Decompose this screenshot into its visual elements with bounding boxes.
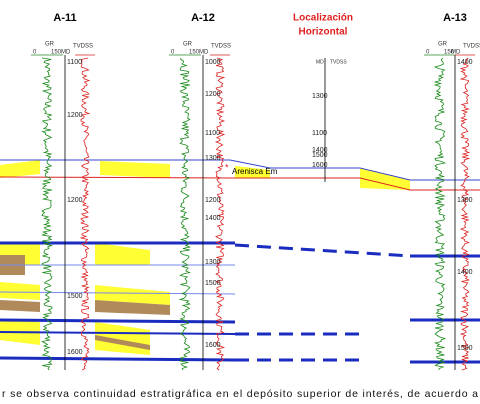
sand-layer (0, 160, 40, 178)
location-tvdss: TVDSS (330, 59, 347, 65)
gr-curve (178, 57, 192, 371)
scale-min: 0 (33, 50, 37, 56)
md-label: MD (199, 50, 209, 56)
sand-layer (95, 285, 170, 305)
well-name: A-12 (191, 12, 215, 24)
well-name: A-13 (443, 12, 467, 24)
correlation-lines (0, 159, 480, 364)
depth-label: 1300 (312, 93, 328, 100)
gr-curve (433, 57, 447, 371)
depth-label: 1100 (312, 130, 327, 137)
resistivity-curve (459, 57, 471, 371)
depth-label: 1300 (457, 197, 473, 204)
tvdss-label: TVDSS (463, 44, 480, 50)
depth-label: 1400 (312, 147, 328, 154)
sand-layer (100, 161, 170, 178)
location-title: Horizontal (299, 27, 348, 38)
depth-label: 1600 (205, 342, 221, 349)
top-line (0, 159, 480, 181)
shale-layer (95, 300, 170, 315)
depth-label: 1000 (205, 59, 221, 66)
md-label: MD (451, 50, 461, 56)
correlation-line (0, 356, 236, 362)
marker-star: * (225, 162, 229, 172)
sand-layer (360, 168, 410, 190)
well-name: A-11 (53, 12, 76, 24)
caption: r se observa continuidad estratigráfica … (2, 388, 478, 400)
correlation-line (0, 331, 236, 335)
marker-label: Arenisca Em (232, 167, 278, 176)
depth-label: 1400 (457, 269, 473, 276)
sand-layer (235, 166, 270, 178)
depth-label: 1300 (205, 259, 221, 266)
md-label: MD (61, 50, 71, 56)
gr-label: GR (183, 42, 193, 48)
depth-label: 1100 (67, 59, 82, 66)
thin-line (0, 291, 236, 295)
depth-label: 1200 (205, 91, 221, 98)
depth-label: 1400 (457, 59, 473, 66)
depth-label: 1500 (457, 345, 473, 352)
depth-label: 1200 (67, 112, 83, 119)
scale-max: 150 (444, 50, 455, 56)
tvdss-label: TVDSS (211, 44, 231, 50)
depth-label: 1100 (205, 130, 220, 137)
depth-label: 1200 (67, 197, 83, 204)
correlation-dashed (234, 243, 411, 258)
correlation-line (0, 318, 236, 324)
gr-curve (41, 57, 54, 371)
depth-label: 1600 (312, 162, 328, 169)
depth-label: 1500 (312, 152, 328, 159)
sand-layer (0, 282, 40, 300)
scale-min: 0 (171, 50, 175, 56)
shale-layer (0, 300, 40, 312)
resistivity-curve (214, 57, 226, 371)
location-md: MD (316, 59, 324, 65)
base-line (0, 176, 480, 191)
scale-min: 0 (426, 50, 430, 56)
location-title: Localización (293, 13, 353, 24)
tvdss-label: TVDSS (73, 44, 93, 50)
resistivity-curve (79, 57, 91, 371)
scale-max: 150 (51, 50, 62, 56)
gr-label: GR (438, 42, 448, 48)
layers (0, 160, 410, 355)
depth-label: 1500 (67, 293, 83, 300)
shale-layer (95, 335, 150, 350)
depth-label: 1300 (205, 155, 221, 162)
sand-layer (95, 243, 150, 265)
depth-label: 1200 (205, 197, 221, 204)
gr-label: GR (45, 42, 55, 48)
depth-label: 1600 (67, 349, 83, 356)
depth-label: 1500 (205, 280, 221, 287)
scale-max: 150 (189, 50, 200, 56)
depth-label: 1400 (205, 215, 221, 222)
